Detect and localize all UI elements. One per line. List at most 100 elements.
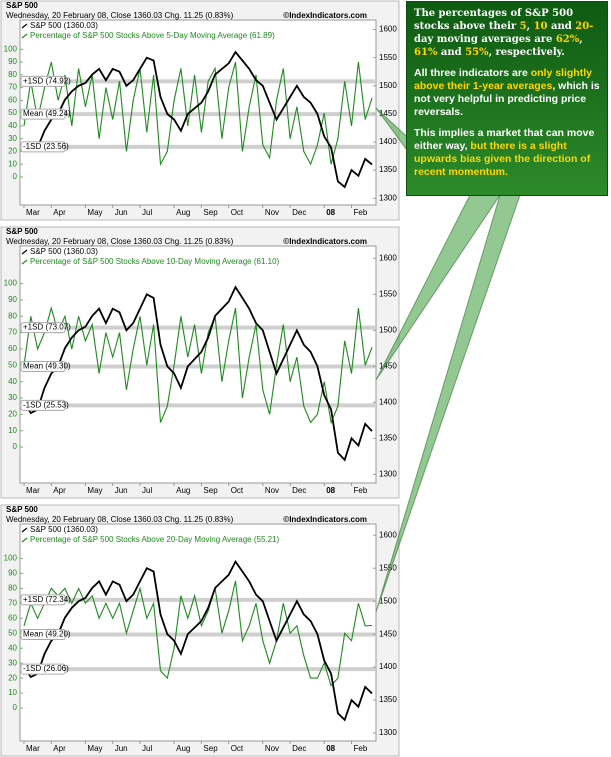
y2-tick-label: 1400 <box>379 137 397 146</box>
y2-tick-label: 1400 <box>379 662 397 671</box>
x-tick-label: Jun <box>115 208 128 217</box>
callout-text: , which is not very helpful in predictin… <box>414 80 600 118</box>
x-tick-label: Feb <box>354 744 368 753</box>
legend-swatch <box>21 259 28 265</box>
y2-tick-label: 1350 <box>379 165 397 174</box>
sd-label-box <box>20 141 66 153</box>
legend-swatch <box>21 527 28 533</box>
sd-label-box <box>20 399 66 411</box>
callout-text: 62% <box>555 34 580 45</box>
y-tick-label: 50 <box>8 108 17 117</box>
y-tick-label: 0 <box>13 172 18 181</box>
sd-label-box <box>20 108 66 120</box>
sd-label: Mean (49.30) <box>23 362 71 371</box>
callout-text: 20- <box>575 21 594 32</box>
x-tick-label: Feb <box>354 208 368 217</box>
y-tick-label: 80 <box>8 70 17 79</box>
x-tick-label: May <box>87 486 102 495</box>
x-tick-label: Nov <box>265 486 279 495</box>
callout-text: , respectively. <box>488 47 565 58</box>
y2-tick-label: 1600 <box>379 530 397 539</box>
x-tick-label: Apr <box>53 486 66 495</box>
x-tick-label: Apr <box>53 744 66 753</box>
callout-paragraph: This implies a market that can move eith… <box>414 127 600 179</box>
y-tick-label: 70 <box>8 83 17 92</box>
subtitle: Wednesday, 20 February 08, Close 1360.03… <box>6 515 234 524</box>
subtitle: Wednesday, 20 February 08, Close 1360.03… <box>6 237 234 246</box>
sd-label: Mean (49.20) <box>23 630 71 639</box>
legend-swatch <box>21 537 28 543</box>
x-tick-label: Mar <box>26 208 40 217</box>
x-tick-label: Dec <box>292 486 306 495</box>
x-tick-label: May <box>87 208 102 217</box>
y-tick-label: 0 <box>13 703 18 712</box>
legend-label: S&P 500 (1360.03) <box>30 21 98 30</box>
y2-tick-label: 1450 <box>379 629 397 638</box>
x-tick-label: Oct <box>231 486 244 495</box>
y2-tick-label: 1450 <box>379 361 397 370</box>
callout-text: , <box>526 21 534 32</box>
y-tick-label: 90 <box>8 568 17 577</box>
x-tick-label: Aug <box>176 208 190 217</box>
x-tick-label: 08 <box>326 208 335 217</box>
callout-text: This implies a market that can move eith… <box>414 127 595 152</box>
y-tick-label: 10 <box>8 159 17 168</box>
y2-tick-label: 1550 <box>379 53 397 62</box>
sd-label-box <box>20 75 66 87</box>
sd-label-box <box>20 360 66 372</box>
x-tick-label: Jun <box>115 486 128 495</box>
sd-label-box <box>20 322 66 334</box>
sd-label: +1SD (73.07) <box>23 323 71 332</box>
series-line <box>23 285 373 462</box>
y2-tick-label: 1500 <box>379 596 397 605</box>
x-tick-label: Mar <box>26 486 40 495</box>
legend-swatch <box>21 23 28 29</box>
sd-label: -1SD (23.56) <box>23 142 69 151</box>
y2-tick-label: 1600 <box>379 253 397 262</box>
x-tick-label: Aug <box>176 744 190 753</box>
sd-label-box <box>20 628 66 640</box>
y-tick-label: 20 <box>8 673 17 682</box>
x-tick-label: Oct <box>231 208 244 217</box>
y-tick-label: 60 <box>8 613 17 622</box>
callout-text: , <box>579 34 583 45</box>
sd-label: +1SD (74.92) <box>23 76 71 85</box>
x-tick-label: Jul <box>142 486 152 495</box>
chart-title: S&P 500 <box>6 1 38 10</box>
x-tick-label: Dec <box>292 744 306 753</box>
callout-text: and <box>437 47 466 58</box>
y2-tick-label: 1450 <box>379 109 397 118</box>
x-tick-label: 08 <box>326 486 335 495</box>
y-tick-label: 30 <box>8 658 17 667</box>
callout-text: All three indicators are <box>414 67 531 79</box>
y-tick-label: 90 <box>8 57 17 66</box>
watermark: ©IndexIndicators.com <box>283 237 367 246</box>
sd-label: Mean (49.24) <box>23 109 71 118</box>
x-tick-label: Nov <box>265 744 279 753</box>
x-tick-label: Feb <box>354 486 368 495</box>
callout-text: 61% <box>414 47 438 58</box>
y-tick-label: 80 <box>8 583 17 592</box>
y-tick-label: 20 <box>8 147 17 156</box>
callout-text: 10 <box>533 21 548 32</box>
callout-text: The percentages of S&P 500 stocks above … <box>414 8 574 32</box>
watermark: ©IndexIndicators.com <box>283 515 367 524</box>
x-tick-label: Aug <box>176 486 190 495</box>
callout-text: 55% <box>465 47 489 58</box>
x-tick-label: Jul <box>142 208 152 217</box>
y2-tick-label: 1400 <box>379 397 397 406</box>
y-tick-label: 0 <box>13 442 18 451</box>
callout-text: only slightly above their 1-year average… <box>414 67 592 92</box>
legend-swatch <box>21 249 28 255</box>
x-tick-label: Jun <box>115 744 128 753</box>
series-line <box>23 61 373 167</box>
y2-tick-label: 1550 <box>379 289 397 298</box>
legend-label: Percentage of S&P 500 Stocks Above 20-Da… <box>30 535 280 544</box>
legend-label: Percentage of S&P 500 Stocks Above 10-Da… <box>30 257 280 266</box>
y-tick-label: 100 <box>4 44 18 53</box>
chart-title: S&P 500 <box>6 505 38 514</box>
y-tick-label: 40 <box>8 121 17 130</box>
y-tick-label: 50 <box>8 628 17 637</box>
y-tick-label: 60 <box>8 95 17 104</box>
